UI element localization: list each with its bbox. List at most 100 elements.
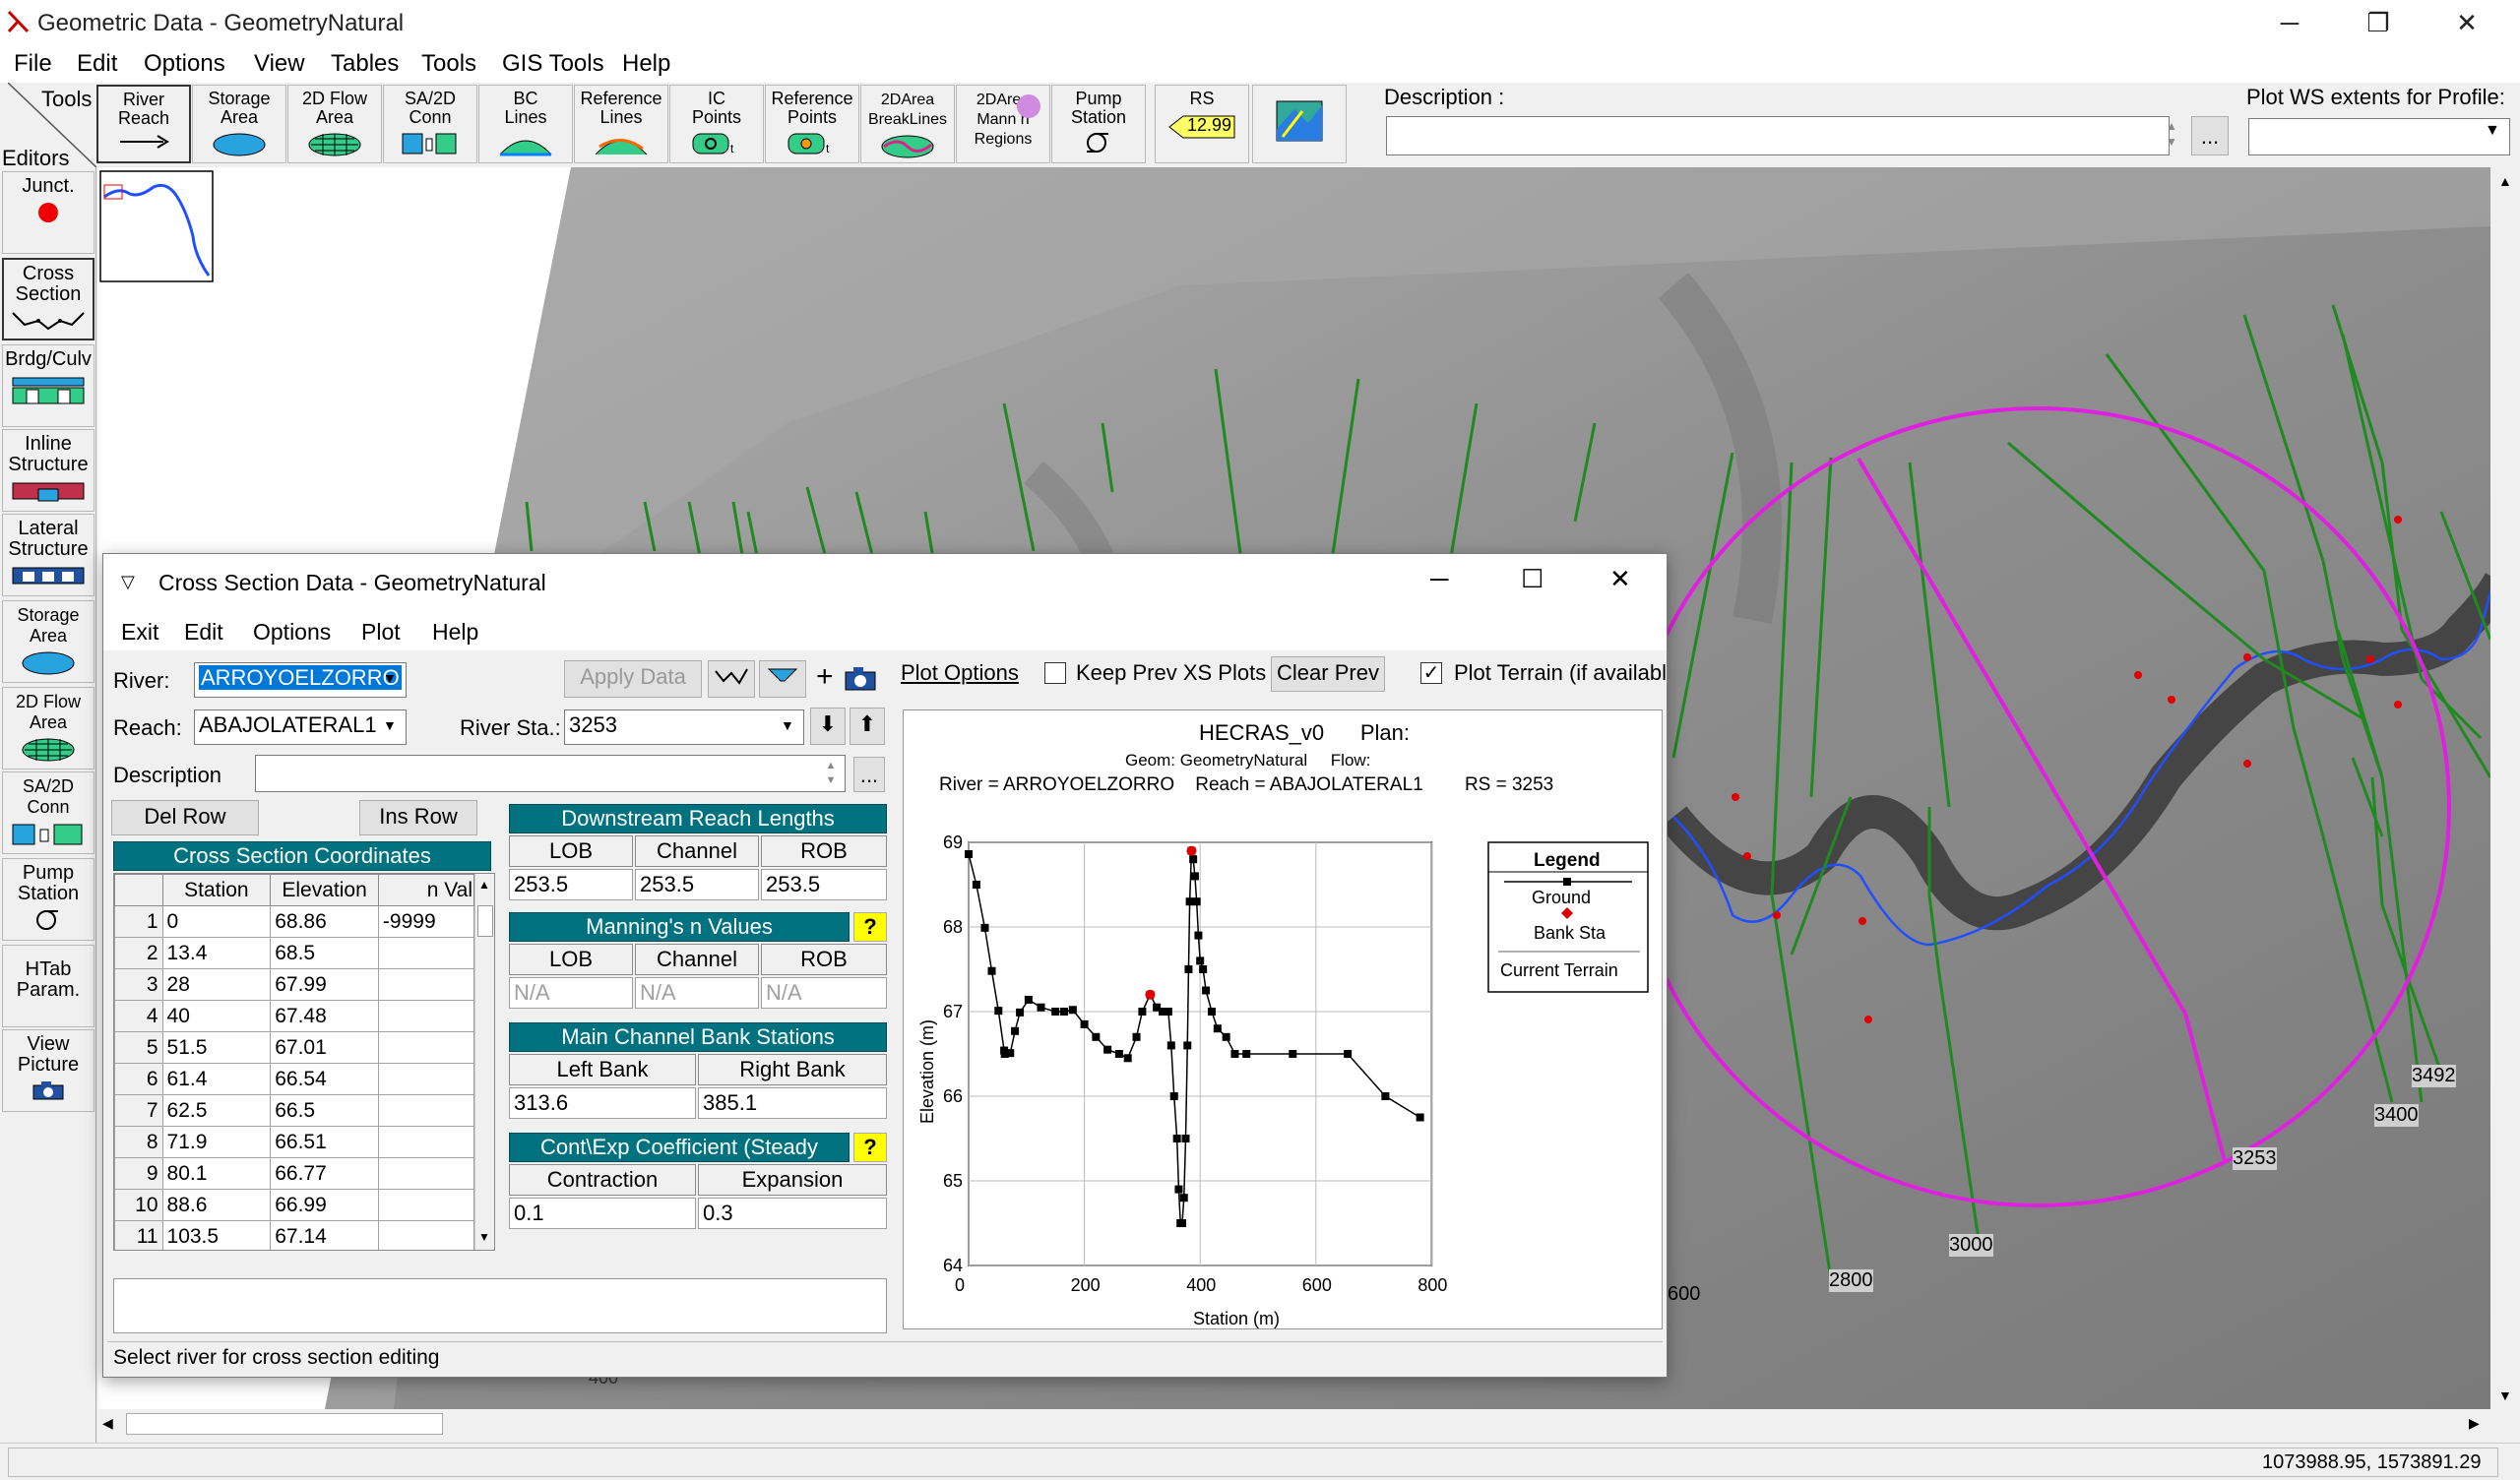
minimize-button[interactable]: ─ — [2280, 8, 2300, 37]
table-row[interactable]: 8 71.9 66.51 — [114, 1126, 475, 1158]
nval-cell[interactable] — [377, 1157, 475, 1190]
ins-row-button[interactable]: Ins Row — [359, 800, 477, 835]
station-cell[interactable]: 13.4 — [161, 937, 272, 969]
nval-cell[interactable] — [377, 1000, 475, 1032]
lateral-structure-button[interactable]: Lateral Structure — [2, 514, 94, 596]
elevation-cell[interactable]: 66.51 — [270, 1126, 379, 1158]
station-cell[interactable]: 40 — [161, 1000, 272, 1032]
plot-ws-dropdown-arrow-icon[interactable]: ▼ — [2485, 122, 2500, 139]
ds-rob-input[interactable]: 253.5 — [761, 869, 887, 900]
plot-terrain-checkbox[interactable]: ✓ — [1420, 662, 1442, 684]
inline-structure-button[interactable]: Inline Structure — [2, 429, 94, 512]
elevation-cell[interactable]: 67.14 — [270, 1220, 379, 1250]
description-spinner[interactable]: ▲ ▼ — [2166, 119, 2177, 149]
station-cell[interactable]: 0 — [161, 905, 272, 938]
station-cell[interactable]: 80.1 — [161, 1157, 272, 1190]
xs-notes-area[interactable] — [113, 1278, 887, 1333]
nval-cell[interactable] — [377, 1220, 475, 1250]
mann-channel-input[interactable]: N/A — [635, 977, 759, 1009]
elevation-cell[interactable]: 68.86 — [270, 905, 379, 938]
menu-tables[interactable]: Tables — [331, 50, 400, 77]
elevation-cell[interactable]: 68.5 — [270, 937, 379, 969]
table-row[interactable]: 1 0 68.86 -9999 — [114, 905, 475, 938]
nval-cell[interactable] — [377, 1063, 475, 1095]
ds-lob-input[interactable]: 253.5 — [509, 869, 633, 900]
nval-cell[interactable]: -9999 — [377, 905, 475, 938]
nval-cell[interactable] — [377, 968, 475, 1001]
coords-table[interactable]: Station Elevation n Val 1 0 68.86 -9999 2 13.… — [113, 873, 495, 1251]
mann-rob-input[interactable]: N/A — [761, 977, 887, 1009]
description-input[interactable] — [1386, 116, 2170, 155]
coords-scroll-thumb[interactable] — [477, 905, 493, 937]
station-cell[interactable]: 61.4 — [161, 1063, 272, 1095]
htab-param-button[interactable]: HTab Param. — [2, 945, 94, 1027]
xs-description-ellipsis-button[interactable]: ... — [853, 757, 885, 792]
expansion-input[interactable]: 0.3 — [698, 1198, 887, 1229]
xs-plot-area[interactable]: HECRAS_v0 Plan: Geom: GeometryNatural Fl… — [903, 709, 1663, 1329]
dialog-minimize-button[interactable]: ─ — [1430, 564, 1449, 593]
right-bank-input[interactable]: 385.1 — [698, 1087, 887, 1119]
elevation-cell[interactable]: 66.54 — [270, 1063, 379, 1095]
dialog-menu-plot[interactable]: Plot — [361, 619, 401, 645]
station-cell[interactable]: 71.9 — [161, 1126, 272, 1158]
elevation-cell[interactable]: 66.99 — [270, 1189, 379, 1221]
menu-file[interactable]: File — [14, 50, 52, 77]
coords-scrollbar[interactable]: ▲ ▼ — [474, 874, 494, 1250]
xs-tool-button-2[interactable] — [759, 660, 806, 698]
table-row[interactable]: 11 103.5 67.14 — [114, 1220, 475, 1250]
manning-help-button[interactable]: ? — [853, 912, 887, 942]
add-icon[interactable]: + — [816, 660, 834, 693]
next-xs-down-button[interactable]: ⬇ — [810, 708, 846, 745]
breaklines-button[interactable]: 2DArea BreakLines — [860, 85, 955, 163]
camera-icon[interactable] — [844, 664, 879, 694]
elevation-cell[interactable]: 67.48 — [270, 1000, 379, 1032]
river-sta-select[interactable]: 3253 — [564, 709, 804, 745]
elevation-cell[interactable]: 67.99 — [270, 968, 379, 1001]
station-cell[interactable]: 51.5 — [161, 1031, 272, 1064]
2d-flow-area-button[interactable]: 2D Flow Area — [287, 85, 382, 163]
menu-edit[interactable]: Edit — [77, 50, 118, 77]
sa-2d-conn-button[interactable]: SA/2D Conn — [383, 85, 477, 163]
nval-cell[interactable] — [377, 937, 475, 969]
menu-tools[interactable]: Tools — [421, 50, 477, 77]
reach-dropdown-arrow-icon[interactable]: ▼ — [383, 717, 397, 733]
junction-button[interactable]: Junct. — [2, 171, 94, 254]
scroll-up-icon[interactable]: ▲ — [2498, 173, 2512, 189]
table-row[interactable]: 2 13.4 68.5 — [114, 937, 475, 969]
menu-gis-tools[interactable]: GIS Tools — [502, 50, 604, 77]
reference-lines-button[interactable]: Reference Lines — [574, 85, 668, 163]
elevation-cell[interactable]: 66.77 — [270, 1157, 379, 1190]
menu-options[interactable]: Options — [144, 50, 225, 77]
dialog-close-button[interactable]: ✕ — [1609, 564, 1631, 593]
elevation-cell[interactable]: 66.5 — [270, 1094, 379, 1127]
table-row[interactable]: 7 62.5 66.5 — [114, 1094, 475, 1127]
nval-cell[interactable] — [377, 1094, 475, 1127]
pump-station-editor-button[interactable]: Pump Station — [2, 858, 94, 941]
river-reach-button[interactable]: River Reach — [96, 85, 191, 163]
contraction-input[interactable]: 0.1 — [509, 1198, 696, 1229]
elevation-cell[interactable]: 67.01 — [270, 1031, 379, 1064]
dialog-maximize-button[interactable]: ☐ — [1521, 564, 1544, 593]
scroll-thumb[interactable] — [126, 1413, 443, 1435]
dialog-menu-edit[interactable]: Edit — [184, 619, 223, 645]
map-horizontal-scrollbar[interactable]: ◀ ▶ — [98, 1409, 2490, 1439]
dialog-collapse-icon[interactable]: ▽ — [121, 572, 135, 591]
table-row[interactable]: 4 40 67.48 — [114, 1000, 475, 1032]
nval-cell[interactable] — [377, 1126, 475, 1158]
reach-select[interactable]: ABAJOLATERAL1 — [194, 709, 407, 745]
river-sta-dropdown-arrow-icon[interactable]: ▼ — [781, 717, 794, 733]
view-picture-button[interactable]: View Picture — [2, 1029, 94, 1112]
left-bank-input[interactable]: 313.6 — [509, 1087, 696, 1119]
plot-ws-select[interactable] — [2248, 118, 2510, 155]
map-layers-button[interactable] — [1252, 85, 1347, 163]
storage-area-editor-button[interactable]: Storage Area — [2, 600, 94, 683]
dialog-menu-exit[interactable]: Exit — [121, 619, 159, 645]
pump-station-button[interactable]: Pump Station — [1051, 85, 1146, 163]
table-row[interactable]: 5 51.5 67.01 — [114, 1031, 475, 1064]
menu-view[interactable]: View — [254, 50, 305, 77]
station-cell[interactable]: 28 — [161, 968, 272, 1001]
sa-2d-conn-editor-button[interactable]: SA/2D Conn — [2, 771, 94, 854]
coef-help-button[interactable]: ? — [853, 1133, 887, 1162]
river-dropdown-arrow-icon[interactable]: ▼ — [383, 670, 397, 686]
table-row[interactable]: 3 28 67.99 — [114, 968, 475, 1001]
